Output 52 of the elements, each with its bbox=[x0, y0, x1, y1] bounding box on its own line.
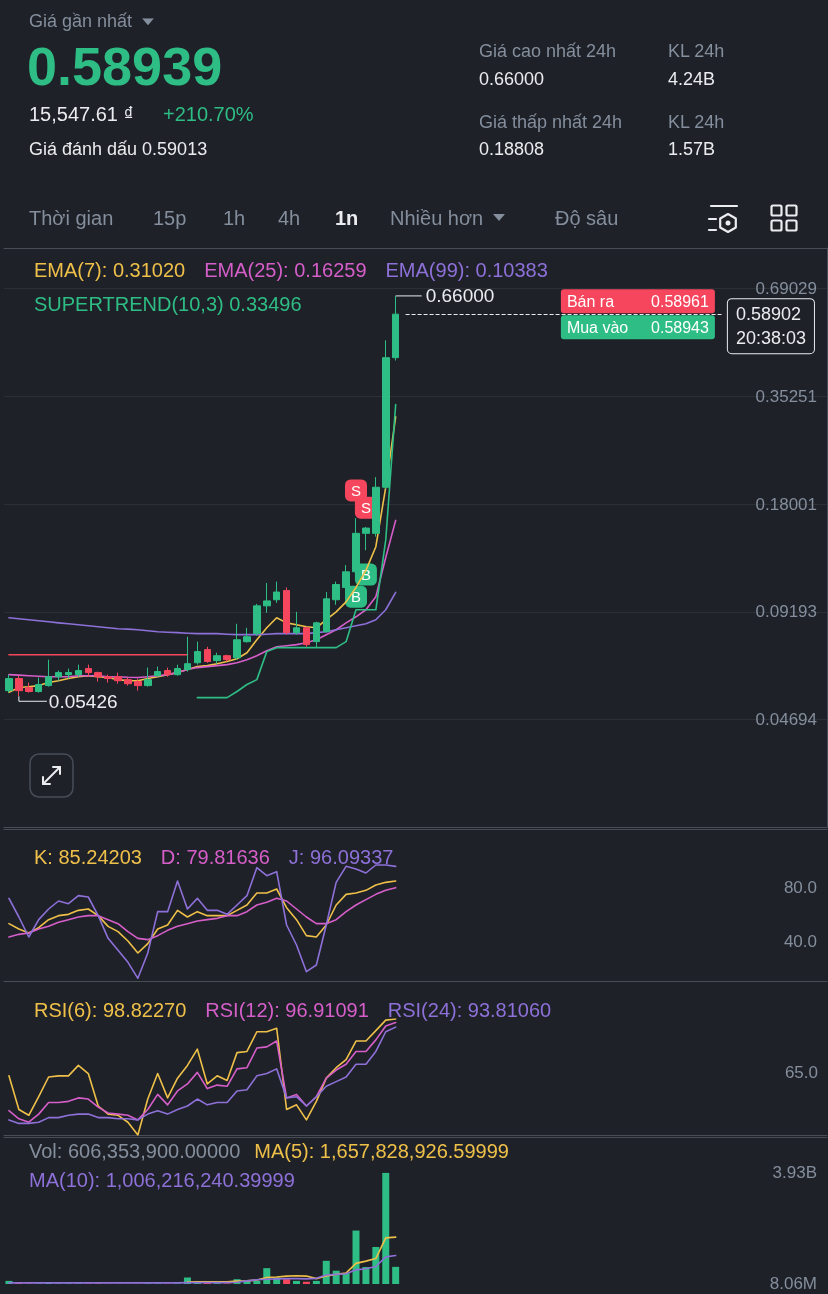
series-label: D: 79.81636 bbox=[160, 846, 270, 868]
text: KL 24h bbox=[668, 41, 725, 63]
text: Giá cao nhất 24h bbox=[479, 41, 617, 63]
text: MA(10): 1,006,216,240.39999 bbox=[29, 1169, 295, 1191]
y-tick-label: 40.0 bbox=[783, 931, 817, 951]
series-label: J: 96.09337 bbox=[288, 846, 394, 868]
text: EMA(25): 0.16259 bbox=[204, 259, 367, 281]
annotation: 65.0 bbox=[784, 1063, 819, 1082]
data-label: B bbox=[360, 566, 371, 584]
text: KL 24h bbox=[668, 112, 725, 134]
text: 15p bbox=[153, 206, 187, 230]
text: Mua vào 0.58943 bbox=[566, 318, 709, 336]
text: EMA(7): 0.31020 bbox=[34, 259, 186, 281]
text: 0.66000 bbox=[479, 69, 545, 91]
y-tick-label: 0.04694 bbox=[755, 710, 817, 729]
text: 0.18808 bbox=[479, 139, 545, 161]
y-tick-label: 0.18001 bbox=[755, 494, 817, 514]
text: 4h bbox=[278, 206, 301, 230]
text: Độ sâu bbox=[555, 206, 619, 230]
text: 1.57B bbox=[668, 139, 716, 161]
text: SUPERTREND(10,3) 0.33496 bbox=[34, 293, 302, 315]
text: 0.58939 bbox=[27, 34, 223, 98]
text: Giá gần nhất bbox=[29, 11, 133, 33]
text: +210.70% bbox=[163, 102, 254, 126]
text: 1n bbox=[335, 206, 359, 230]
annotation: 0.05426 bbox=[48, 690, 118, 712]
ref-line-label: 0.58902 20:38:03 bbox=[735, 304, 806, 349]
text: K: 85.24203 bbox=[34, 846, 142, 868]
y-tick-label: 80.0 bbox=[783, 878, 817, 898]
text: Bán ra 0.58961 bbox=[566, 292, 709, 310]
series-label: RSI(24): 93.81060 bbox=[387, 999, 552, 1021]
text: MA(5): 1,657,828,926.59999 bbox=[254, 1140, 509, 1162]
text: Thời gian bbox=[29, 206, 114, 230]
series-label: RSI(6): 98.82270 bbox=[34, 999, 187, 1021]
text: EMA(99): 0.10383 bbox=[385, 259, 548, 281]
data-label: B bbox=[351, 588, 362, 606]
text: Giá thấp nhất 24h bbox=[479, 112, 623, 134]
series-label: RSI(12): 96.91091 bbox=[205, 999, 369, 1021]
annotation: Vol: 606,353,900.00000 bbox=[29, 1140, 241, 1162]
annotation: 0.66000 bbox=[425, 285, 495, 307]
data-label: S bbox=[360, 499, 371, 517]
y-tick-label: 3.93B bbox=[772, 1163, 817, 1183]
y-tick-label: 0.35251 bbox=[755, 386, 817, 406]
text: 1h bbox=[223, 206, 246, 230]
text: 4.24B bbox=[668, 69, 716, 91]
y-tick-label: 0.69029 bbox=[755, 279, 817, 299]
text: Nhiều hơn bbox=[390, 206, 484, 230]
data-label: S bbox=[351, 481, 362, 499]
y-tick-label: 8.06M bbox=[769, 1274, 817, 1294]
text: Giá đánh dấu 0.59013 bbox=[29, 139, 208, 161]
text: 15,547.61 ₫ bbox=[29, 102, 134, 126]
y-tick-label: 0.09193 bbox=[755, 602, 817, 622]
